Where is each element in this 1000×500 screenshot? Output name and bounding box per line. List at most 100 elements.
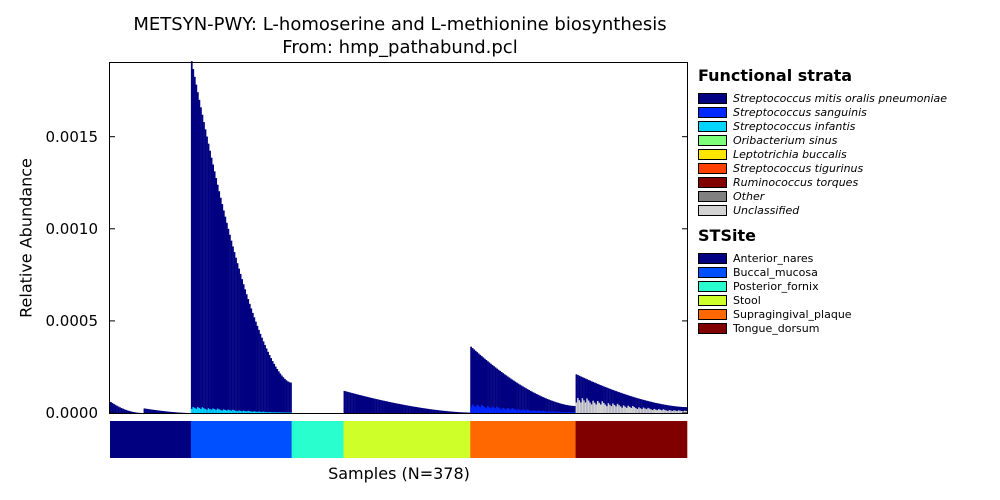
sample-bar bbox=[210, 157, 213, 413]
sample-bar bbox=[227, 228, 230, 413]
bars-group bbox=[110, 61, 688, 414]
sample-bar bbox=[474, 350, 477, 413]
sample-bar bbox=[143, 408, 146, 413]
sample-bar-segment bbox=[480, 404, 483, 413]
sample-bar bbox=[514, 381, 517, 413]
sample-bar bbox=[149, 409, 152, 413]
sample-bar bbox=[393, 403, 396, 413]
strata-legend-label: Streptococcus mitis oralis pneumoniae bbox=[733, 91, 948, 105]
sample-bar bbox=[369, 397, 372, 413]
sample-bar-segment bbox=[233, 410, 236, 413]
sample-bar-segment bbox=[561, 412, 564, 413]
sample-bar-segment bbox=[517, 409, 520, 413]
sample-bar bbox=[625, 394, 628, 413]
sample-bar-segment bbox=[680, 411, 683, 413]
sample-bar-segment bbox=[203, 408, 205, 413]
sample-bar bbox=[270, 358, 273, 413]
strata-legend-item: Streptococcus sanguinis bbox=[698, 105, 947, 119]
site-legend-item: Anterior_nares bbox=[698, 251, 852, 265]
sample-bar-segment bbox=[630, 407, 633, 413]
sample-bar-segment bbox=[616, 403, 619, 413]
sample-bar-segment bbox=[212, 408, 214, 413]
sample-bar-segment bbox=[575, 402, 578, 413]
sample-bar bbox=[290, 382, 292, 413]
sample-bar bbox=[224, 216, 227, 413]
sample-bar bbox=[134, 412, 137, 413]
sample-bar bbox=[480, 356, 483, 413]
sample-bar-segment bbox=[198, 407, 201, 413]
sample-bar bbox=[349, 392, 352, 413]
sample-bar bbox=[380, 400, 382, 413]
sample-bar bbox=[216, 184, 219, 413]
sample-bar bbox=[432, 409, 434, 413]
strata-legend-label: Oribacterium sinus bbox=[733, 133, 838, 147]
sample-bar bbox=[603, 386, 605, 413]
sample-bar-segment bbox=[685, 410, 688, 413]
sample-bar bbox=[232, 246, 234, 413]
sample-bar bbox=[628, 395, 631, 413]
sample-bar bbox=[680, 406, 683, 413]
sample-bar bbox=[201, 114, 204, 413]
sample-bar bbox=[673, 406, 675, 413]
sample-bar bbox=[204, 129, 207, 413]
sample-bar bbox=[537, 394, 540, 413]
sample-bar-segment bbox=[500, 409, 503, 413]
site-strip-segment bbox=[291, 421, 344, 458]
sample-bar bbox=[441, 410, 443, 413]
strata-legend-title: Functional strata bbox=[698, 66, 853, 85]
plot-frame bbox=[109, 62, 688, 414]
sample-bar bbox=[633, 397, 636, 413]
sample-bar bbox=[444, 410, 447, 413]
sample-bar-segment bbox=[276, 412, 279, 413]
sample-bar-segment bbox=[596, 400, 599, 413]
sample-bar-segment bbox=[499, 408, 501, 413]
sample-bar bbox=[683, 407, 686, 413]
sample-bar bbox=[166, 411, 169, 413]
sample-bar-segment bbox=[584, 402, 587, 413]
sample-bar-segment bbox=[632, 405, 634, 413]
sample-bar-segment bbox=[650, 409, 653, 413]
sample-bar bbox=[616, 391, 619, 413]
sample-bar-segment bbox=[622, 405, 625, 413]
sample-bar bbox=[674, 406, 677, 413]
sample-bar-segment bbox=[216, 408, 219, 413]
sample-bar bbox=[387, 401, 390, 413]
sample-bar bbox=[656, 403, 659, 413]
site-legend: STSite Anterior_nares Buccal_mucosa Poster… bbox=[698, 226, 852, 335]
sample-bar-segment bbox=[239, 410, 242, 413]
sample-bar bbox=[482, 357, 485, 413]
strata-legend-label: Streptococcus tigurinus bbox=[733, 161, 864, 175]
sample-bar bbox=[488, 362, 491, 413]
sample-bar-segment bbox=[197, 407, 199, 413]
sample-bar bbox=[531, 391, 534, 413]
sample-bar bbox=[557, 402, 559, 413]
sample-bar bbox=[122, 408, 124, 413]
sample-bar-segment bbox=[670, 410, 672, 413]
sample-bar bbox=[267, 351, 269, 413]
sample-bar bbox=[248, 303, 251, 413]
strata-legend-label: Leptotrichia buccalis bbox=[733, 147, 847, 161]
sample-bar bbox=[245, 294, 248, 413]
sample-bar-segment bbox=[255, 411, 257, 413]
sample-bar bbox=[383, 400, 385, 413]
sample-bar bbox=[273, 363, 276, 413]
sample-bar bbox=[445, 411, 448, 413]
sample-bar bbox=[644, 400, 646, 413]
sample-bar-segment bbox=[192, 406, 195, 413]
site-strip-segment bbox=[190, 421, 292, 458]
sample-bar bbox=[619, 392, 622, 413]
sample-bar-segment bbox=[514, 409, 517, 413]
sample-bar bbox=[645, 400, 648, 413]
sample-bar bbox=[197, 92, 199, 414]
sample-bar-segment bbox=[574, 412, 576, 413]
sample-bar bbox=[615, 391, 617, 413]
sample-bar bbox=[572, 405, 575, 413]
sample-bar-segment bbox=[277, 412, 280, 413]
sample-bar bbox=[519, 384, 521, 413]
sample-bar bbox=[454, 411, 457, 413]
y-tick-label: 0.0010 bbox=[45, 220, 99, 238]
sample-bar-segment bbox=[490, 408, 492, 413]
sample-bar bbox=[659, 403, 662, 413]
sample-bar bbox=[567, 405, 570, 413]
sample-bar-segment bbox=[621, 407, 624, 413]
